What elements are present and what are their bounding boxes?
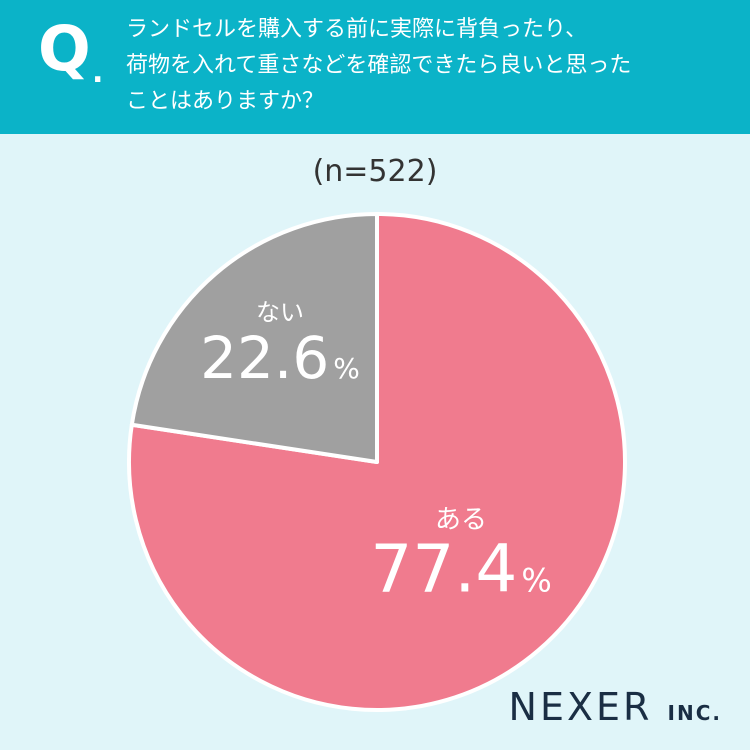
brand-suffix: INC. xyxy=(667,701,722,725)
slice-value-no: 22.6% xyxy=(200,324,360,392)
brand-logo: NEXER INC. xyxy=(509,688,722,726)
question-mark-letter: Q xyxy=(38,12,91,85)
question-mark-dot: . xyxy=(92,55,104,90)
pie-slice-yes xyxy=(127,212,627,712)
slice-label-no: ない xyxy=(256,299,304,327)
slice-label-yes: ある xyxy=(435,505,487,535)
question-header: Q . ランドセルを購入する前に実際に背負ったり、 荷物を入れて重さなどを確認で… xyxy=(0,0,750,134)
slice-value-yes: 77.4% xyxy=(370,531,551,608)
sample-size: (n=522) xyxy=(312,154,438,189)
brand-name: NEXER xyxy=(508,685,653,729)
pie-slice-no xyxy=(129,212,379,464)
question-text: ランドセルを購入する前に実際に背負ったり、 荷物を入れて重さなどを確認できたら良… xyxy=(126,17,632,114)
